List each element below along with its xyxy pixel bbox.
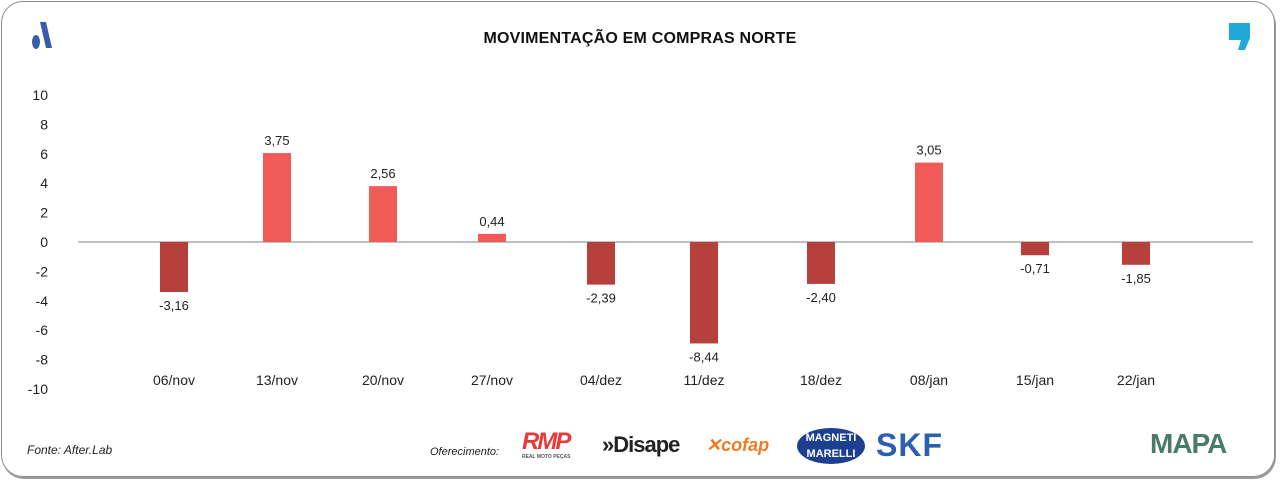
sponsor-logo-skf: SKF (876, 427, 943, 463)
y-tick-label: -10 (28, 381, 48, 397)
x-tick-label: 15/jan (1016, 372, 1054, 388)
y-tick-label: -4 (36, 293, 49, 309)
y-tick-label: -8 (36, 352, 49, 368)
y-tick-label: 10 (32, 87, 48, 103)
data-label: -3,16 (159, 298, 189, 313)
x-tick-label: 13/nov (256, 372, 298, 388)
x-tick-label: 22/jan (1117, 372, 1155, 388)
x-tick-label: 20/nov (362, 372, 404, 388)
bar (915, 162, 943, 242)
data-label: -1,85 (1121, 271, 1151, 286)
x-tick-label: 27/nov (471, 372, 513, 388)
data-label: 3,75 (264, 133, 289, 148)
sponsor-logo-cofap: ✕cofap (706, 435, 770, 455)
brand-logo-mapa: MAPA (1150, 428, 1227, 459)
y-tick-label: 0 (40, 234, 48, 250)
data-label: -2,40 (806, 290, 836, 305)
bar (807, 242, 835, 284)
y-tick-label: 8 (40, 116, 48, 132)
y-tick-label: 4 (40, 175, 48, 191)
data-label: 2,56 (370, 166, 395, 181)
right-logo-icon (1229, 23, 1250, 50)
y-tick-label: 6 (40, 146, 48, 162)
offer-label: Oferecimento: (430, 446, 500, 458)
bar (587, 242, 615, 285)
x-tick-label: 04/dez (580, 372, 622, 388)
sponsor-logo-rmp: RMP REAL MOTO PEÇAS (522, 428, 571, 461)
bar (478, 233, 506, 242)
x-tick-label: 11/dez (684, 372, 725, 388)
data-label: -2,39 (586, 291, 616, 306)
x-tick-label: 08/jan (910, 372, 948, 388)
y-tick-label: -2 (36, 263, 49, 279)
bar (263, 153, 291, 242)
bar (1021, 242, 1049, 256)
bar (690, 242, 718, 344)
bar (369, 186, 397, 242)
x-tick-label: 06/nov (153, 372, 195, 388)
y-tick-label: 2 (40, 205, 48, 221)
sponsor-logo-disape: »Disape (602, 432, 680, 457)
data-label: 3,05 (916, 143, 941, 158)
bar (1122, 242, 1150, 265)
y-tick-label: -6 (36, 322, 49, 338)
data-label: -8,44 (689, 349, 719, 364)
chart-title: MOVIMENTAÇÃO EM COMPRAS NORTE (483, 30, 797, 47)
data-label: 0,44 (479, 214, 504, 229)
bar (160, 242, 188, 292)
source-note: Fonte: After.Lab (27, 443, 113, 457)
left-logo-icon (32, 22, 52, 49)
x-tick-label: 18/dez (800, 372, 842, 388)
sponsor-logo-magneti-marelli: MAGNETI MARELLI (797, 428, 865, 464)
data-label: -0,71 (1020, 261, 1050, 276)
